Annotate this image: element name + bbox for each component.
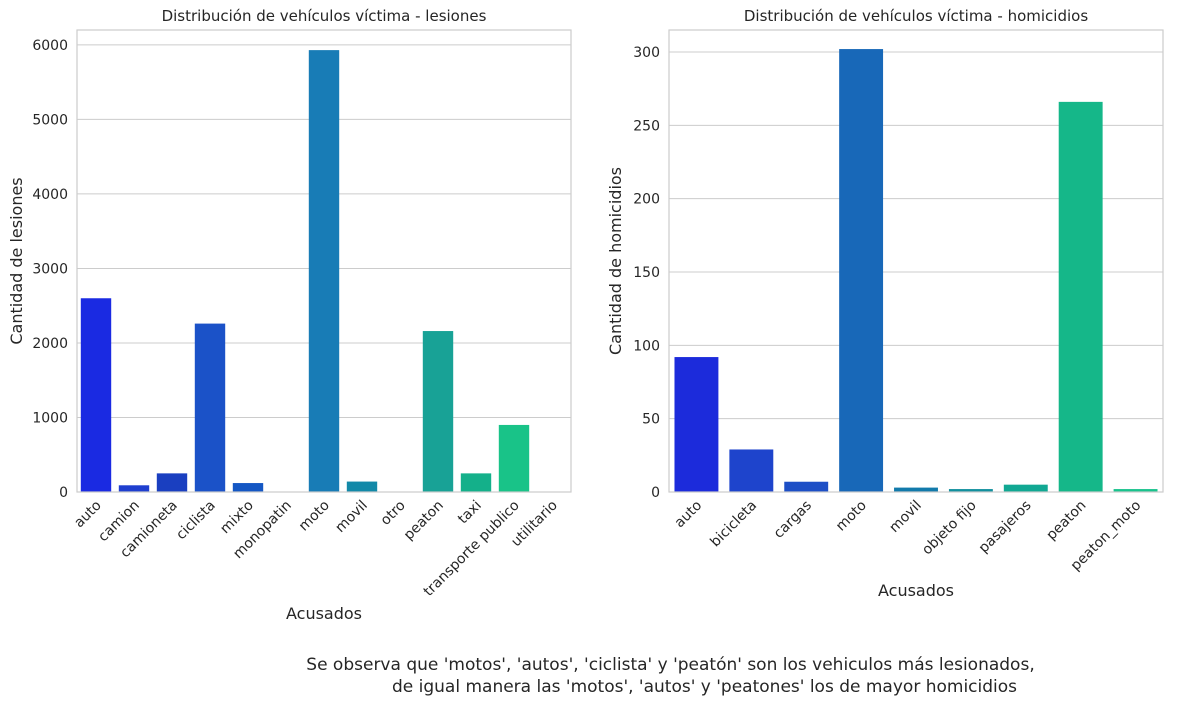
x-tick-label-1-4: movil [886,498,924,536]
y-tick-label-1-5: 250 [633,118,660,134]
bar-1-5 [948,489,993,492]
y-tick-label-1-0: 0 [651,485,660,501]
bar-0-7 [346,481,378,492]
y-tick-label-0-4: 4000 [32,187,68,203]
bar-0-11 [498,424,530,492]
x-tick-label-1-7: peaton [1044,498,1090,544]
y-tick-label-0-0: 0 [59,485,68,501]
y-axis-label-0: Cantidad de lesiones [7,177,26,344]
x-tick-label-0-7: movil [332,498,370,536]
x-tick-label-0-9: peaton [401,498,447,544]
bar-1-3 [839,49,884,493]
chart-title-1: Distribución de vehículos víctima - homi… [744,7,1088,25]
y-tick-label-1-2: 100 [633,338,660,354]
bar-0-6 [308,50,340,492]
y-tick-label-1-6: 300 [633,45,660,61]
x-axis-label-0: Acusados [286,604,362,623]
x-tick-label-1-0: auto [672,498,706,532]
y-tick-label-1-1: 50 [642,412,660,428]
y-tick-label-0-2: 2000 [32,336,68,352]
x-axis-label-1: Acusados [878,581,954,600]
bar-1-8 [1113,489,1158,492]
bar-0-9 [422,331,454,492]
plot-frame-0 [76,29,572,493]
x-tick-label-1-2: cargas [771,498,815,542]
y-axis-label-1: Cantidad de homicidios [606,167,625,355]
bar-0-0 [80,298,112,492]
bar-1-7 [1058,101,1103,492]
caption-line-2: de igual manera las 'motos', 'autos' y '… [391,677,1018,697]
x-tick-label-1-6: pasajeros [976,498,1035,557]
bar-0-1 [118,485,150,492]
y-tick-label-0-5: 5000 [32,112,68,128]
bar-1-2 [784,481,829,492]
bar-1-1 [729,449,774,492]
y-tick-label-1-3: 150 [633,265,660,281]
y-tick-label-0-3: 3000 [32,261,68,277]
bar-0-10 [460,473,492,492]
x-tick-label-1-5: objeto fijo [919,498,980,559]
bar-0-4 [232,483,264,492]
x-tick-label-0-8: otro [378,498,409,529]
x-tick-label-0-6: moto [296,498,333,535]
chart-title-0: Distribución de vehículos víctima - lesi… [162,7,487,25]
bar-1-0 [674,357,719,492]
x-tick-label-1-3: moto [833,498,870,535]
plot-frame-1 [668,29,1164,493]
bar-1-4 [894,487,938,492]
y-tick-label-1-4: 200 [633,192,660,208]
bar-1-6 [1003,484,1048,492]
bar-0-2 [156,473,188,492]
x-tick-label-0-10: taxi [455,498,485,528]
caption-line-1: Se observa que 'motos', 'autos', 'ciclis… [306,655,1035,675]
y-tick-label-0-1: 1000 [32,410,68,426]
x-tick-label-1-1: bicicleta [707,498,760,551]
y-tick-label-0-6: 6000 [32,38,68,54]
x-tick-label-0-3: ciclista [173,498,219,544]
bar-0-3 [194,323,226,492]
x-tick-label-0-0: auto [71,498,105,532]
